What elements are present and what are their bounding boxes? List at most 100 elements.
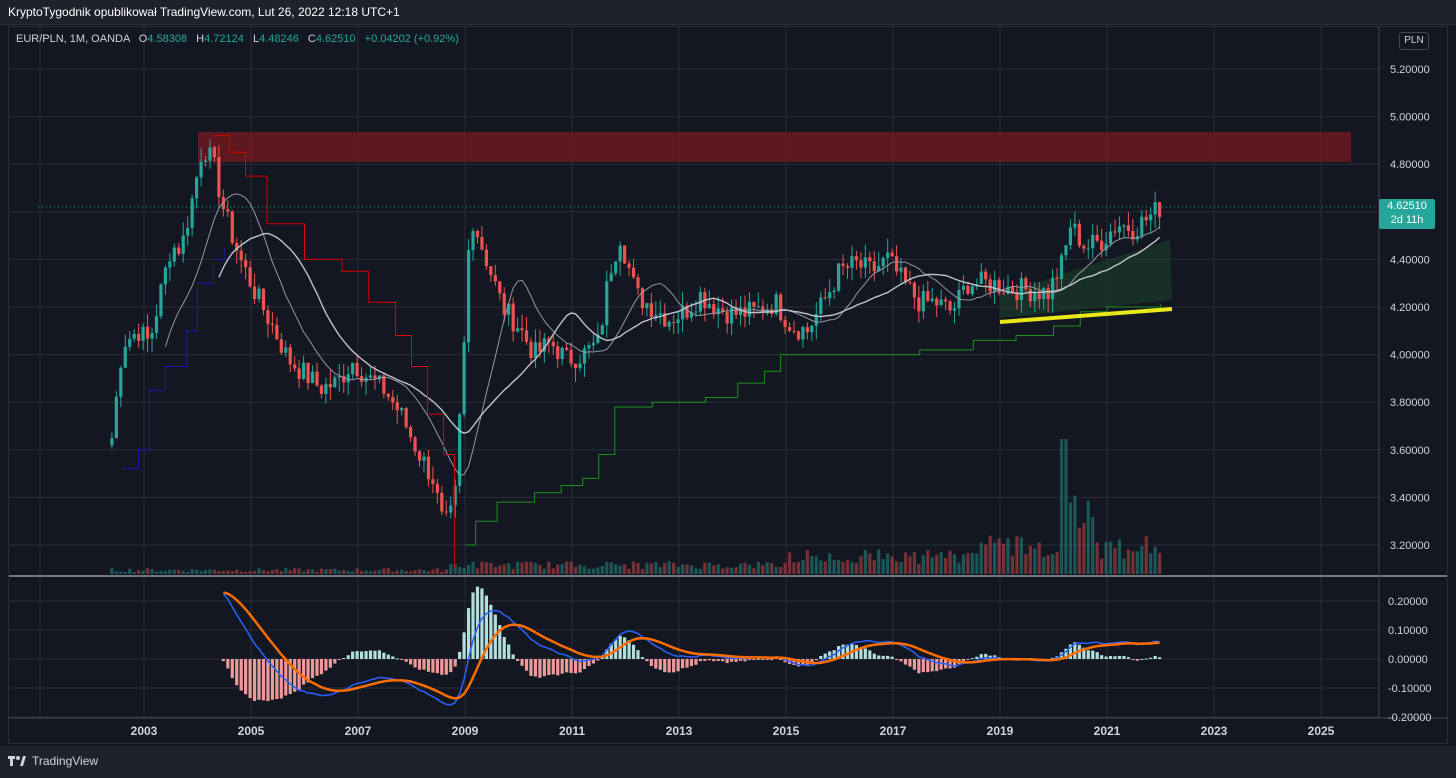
volume-bar — [248, 571, 252, 574]
volume-bar — [609, 562, 613, 574]
candle-body — [1126, 225, 1130, 231]
volume-bar — [1117, 539, 1122, 574]
candle-body — [346, 374, 350, 383]
volume-bar — [908, 556, 912, 574]
volume-bar — [137, 570, 141, 574]
tradingview-logo[interactable]: TradingView — [8, 754, 98, 768]
candle-body — [560, 347, 564, 360]
volume-bar — [1024, 554, 1028, 574]
candle-body — [966, 285, 970, 294]
macd-histogram-bar — [859, 647, 863, 659]
macd-histogram-bar — [578, 659, 582, 673]
candle-body — [114, 396, 118, 439]
macd-histogram-bar — [569, 659, 573, 673]
macd-histogram-bar — [1064, 648, 1068, 659]
macd-histogram-bar — [886, 655, 890, 659]
year-tick: 2015 — [773, 724, 800, 738]
candle-body — [1122, 225, 1126, 227]
volume-bar — [814, 556, 818, 574]
candle-body — [796, 331, 801, 340]
price-tick: 5.00000 — [1390, 112, 1430, 124]
volume-bar — [952, 554, 957, 574]
volume-bar — [270, 570, 274, 574]
volume-bar — [449, 564, 453, 574]
volume-bar — [1144, 536, 1148, 574]
grid — [9, 27, 1379, 718]
volume-bar — [560, 563, 564, 574]
candle-body — [645, 303, 649, 309]
candle-body — [1028, 289, 1032, 302]
currency-button[interactable]: PLN — [1399, 32, 1429, 50]
candle-body — [373, 375, 377, 380]
volume-bar — [761, 565, 765, 574]
macd-histogram-bar — [600, 657, 604, 659]
volume-bar — [310, 569, 315, 574]
volume-bar — [377, 569, 381, 574]
macd-histogram-bar — [756, 658, 760, 660]
volume-bar — [1140, 546, 1144, 574]
volume-bar — [979, 542, 983, 574]
volume-bar — [364, 570, 368, 574]
macd-histogram-bar — [792, 659, 796, 666]
macd-histogram-bar — [1144, 658, 1148, 660]
macd-histogram-bar — [346, 655, 350, 659]
volume-bar — [819, 560, 823, 574]
volume-bar — [1108, 541, 1113, 574]
candle-body — [533, 342, 538, 359]
candle-body — [600, 325, 604, 335]
volume-bar — [1001, 543, 1006, 574]
macd-histogram-bar — [221, 659, 225, 662]
volume-bar — [284, 568, 288, 574]
candle-body — [1068, 227, 1073, 246]
volume-bar — [395, 570, 399, 574]
macd-histogram-bar — [252, 659, 257, 701]
macd-histogram-bar — [738, 659, 743, 661]
candle-body — [618, 245, 622, 262]
candle-body — [672, 321, 676, 323]
volume-bar — [841, 561, 845, 574]
candle-body — [471, 231, 475, 251]
macd-histogram-bar — [524, 659, 529, 671]
candle-body — [293, 364, 297, 369]
volume-bar — [654, 561, 658, 574]
macd-histogram-bar — [654, 659, 658, 669]
candle-body — [997, 280, 1001, 294]
volume-bar — [770, 562, 774, 574]
volume-bar — [730, 567, 734, 574]
candle-body — [266, 310, 270, 324]
macd-histogram-bar — [382, 652, 386, 659]
price-tick: 3.80000 — [1390, 397, 1430, 409]
legend: EUR/PLN, 1M, OANDA O4.58308 H4.72124 L4.… — [16, 33, 459, 45]
candle-body — [944, 299, 948, 302]
volume-bar — [261, 570, 266, 574]
candle-body — [409, 427, 413, 438]
macd-histogram-bar — [703, 659, 707, 661]
candles — [110, 139, 1162, 519]
candle-body — [988, 279, 992, 292]
macd-histogram-bar — [261, 659, 266, 701]
candle-body — [306, 362, 310, 384]
macd-histogram-bar — [627, 640, 631, 659]
macd-histogram-bar — [845, 644, 850, 659]
legend-o-value: 4.58308 — [147, 33, 188, 45]
macd-histogram-bar — [1068, 644, 1073, 659]
price-tick: 3.20000 — [1390, 540, 1430, 552]
volume-bar — [698, 568, 702, 574]
candle-body — [1015, 292, 1019, 301]
volume-bar — [1068, 502, 1073, 574]
volume-bar — [614, 564, 618, 574]
macd-histogram-bar — [890, 656, 894, 659]
volume-bar — [212, 569, 217, 574]
macd-histogram-bar — [270, 659, 274, 700]
volume-bar — [734, 567, 738, 574]
volume-bar — [551, 568, 555, 574]
volume-bar — [1055, 552, 1059, 574]
volume-bar — [689, 565, 694, 574]
macd-histogram-bar — [404, 659, 408, 662]
candle-body — [426, 456, 431, 480]
volume-bar — [422, 569, 426, 574]
candle-body — [302, 362, 306, 379]
candle-body — [132, 333, 136, 339]
candle-body — [921, 290, 925, 312]
